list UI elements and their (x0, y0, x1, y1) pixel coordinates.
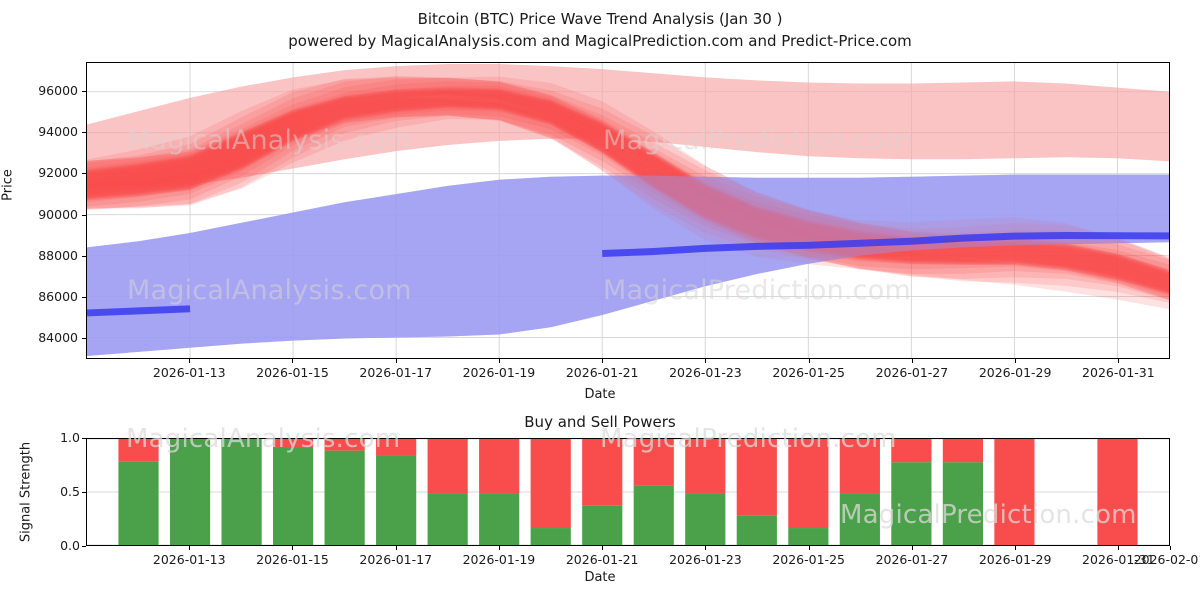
price-x-tick-mark (1118, 359, 1120, 363)
signal-x-tick-label: 2026-02-01 (1133, 552, 1200, 567)
signal-x-tick-label: 2026-01-31 (1082, 552, 1155, 567)
price-x-tick-mark (189, 359, 191, 363)
price-x-tick-label: 2026-01-23 (669, 365, 742, 380)
price-x-tick-mark (498, 359, 500, 363)
price-x-tick-mark (808, 359, 810, 363)
signal-x-tick-mark (395, 546, 397, 550)
price-y-tick-mark (82, 173, 86, 175)
signal-chart-canvas (87, 439, 1169, 545)
price-x-tick-mark (705, 359, 707, 363)
page-title: Bitcoin (BTC) Price Wave Trend Analysis … (417, 10, 783, 28)
signal-x-tick-label: 2026-01-13 (152, 552, 226, 567)
price-x-tick-label: 2026-01-19 (462, 365, 536, 380)
signal-chart-axes (86, 438, 1170, 546)
price-x-tick-mark (911, 359, 913, 363)
title-block: Bitcoin (BTC) Price Wave Trend Analysis … (0, 8, 1200, 52)
signal-x-tick-mark (189, 546, 191, 550)
price-y-tick-mark (82, 338, 86, 340)
price-x-tick-mark (602, 359, 604, 363)
signal-x-tick-mark (602, 546, 604, 550)
price-x-tick-label: 2026-01-29 (978, 365, 1052, 380)
signal-x-axis-label: Date (584, 570, 616, 585)
signal-x-tick-label: 2026-01-29 (978, 552, 1052, 567)
price-y-tick-mark (82, 297, 86, 299)
price-y-tick-mark (82, 90, 86, 92)
price-y-tick-label: 94000 (38, 124, 78, 140)
signal-y-tick-label: 1.0 (60, 430, 80, 445)
signal-y-tick-label: 0.5 (60, 484, 80, 499)
price-x-tick-label: 2026-01-31 (1082, 365, 1155, 380)
signal-x-tick-mark (498, 546, 500, 550)
signal-x-tick-mark (1118, 546, 1120, 550)
signal-y-tick-mark (82, 438, 86, 439)
signal-x-tick-mark (808, 546, 810, 550)
price-x-tick-mark (395, 359, 397, 363)
price-y-tick-label: 86000 (38, 289, 78, 305)
signal-x-tick-label: 2026-01-23 (669, 552, 742, 567)
signal-x-tick-mark (1015, 546, 1017, 550)
signal-x-tick-mark (292, 546, 294, 550)
signal-x-tick-label: 2026-01-21 (565, 552, 639, 567)
price-x-tick-label: 2026-01-25 (772, 365, 845, 380)
signal-x-tick-label: 2026-01-19 (462, 552, 536, 567)
price-y-tick-label: 92000 (38, 165, 78, 181)
signal-y-tick-mark (82, 492, 86, 493)
price-y-tick-mark (82, 214, 86, 216)
price-x-tick-label: 2026-01-13 (152, 365, 226, 380)
signal-x-tick-mark (1170, 546, 1171, 550)
price-x-tick-label: 2026-01-21 (565, 365, 639, 380)
price-y-tick-mark (82, 255, 86, 257)
signal-x-tick-label: 2026-01-17 (359, 552, 433, 567)
price-chart-canvas (87, 63, 1169, 358)
price-x-axis-label: Date (584, 387, 616, 402)
price-y-tick-label: 96000 (38, 82, 78, 98)
price-x-tick-mark (1015, 359, 1017, 363)
subplot-title: Buy and Sell Powers (524, 413, 676, 431)
signal-x-tick-mark (705, 546, 707, 550)
signal-y-tick-mark (82, 546, 86, 547)
price-chart-axes: MagicalAnalysis.com MagicalPrediction.co… (86, 62, 1170, 359)
price-x-tick-label: 2026-01-27 (875, 365, 949, 380)
signal-x-tick-mark (911, 546, 913, 550)
price-y-tick-mark (82, 132, 86, 134)
signal-x-tick-label: 2026-01-27 (875, 552, 949, 567)
price-x-tick-mark (292, 359, 294, 363)
price-x-tick-label: 2026-01-17 (359, 365, 433, 380)
signal-x-tick-label: 2026-01-25 (772, 552, 845, 567)
price-y-tick-label: 84000 (38, 330, 78, 346)
signal-y-axis-label: Signal Strength (18, 441, 34, 543)
price-x-tick-label: 2026-01-15 (256, 365, 329, 380)
page-subtitle: powered by MagicalAnalysis.com and Magic… (288, 32, 912, 50)
price-y-tick-label: 88000 (38, 247, 78, 263)
signal-y-tick-label: 0.0 (60, 538, 80, 553)
price-y-tick-label: 90000 (38, 206, 78, 222)
signal-x-tick-label: 2026-01-15 (256, 552, 329, 567)
